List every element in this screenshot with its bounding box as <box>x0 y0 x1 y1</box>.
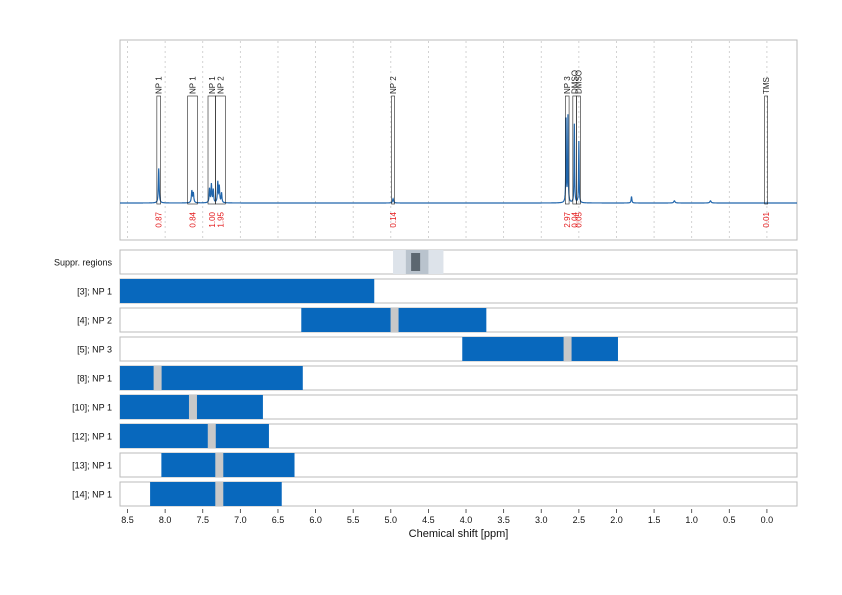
spectrum-panel: NP 1 0.87 NP 1 0.84 NP 1 1.00 NP 2 1.95 NP 2 0.14… <box>119 39 798 241</box>
track-4-gap-0 <box>153 366 162 390</box>
integral-label-8: 0.01 <box>762 211 771 227</box>
suppr-band-inner-2 <box>411 253 421 271</box>
peak-box-np2-3 <box>215 95 226 205</box>
x-tick-label-12: 2.5 <box>573 515 586 525</box>
track-7-gap-0 <box>215 453 224 477</box>
peak-box-dmso-7 <box>576 95 581 205</box>
suppr-track-label: Suppr. regions <box>54 258 113 268</box>
x-tick-label-4: 6.5 <box>272 515 285 525</box>
track-2-label: [4]; NP 2 <box>77 316 112 326</box>
track-8-label: [14]; NP 1 <box>72 490 112 500</box>
integral-label-2: 1.00 <box>208 211 217 227</box>
track-7-region-bar <box>161 453 295 477</box>
x-tick-label-2: 7.5 <box>196 515 209 525</box>
x-tick-label-14: 1.5 <box>648 515 661 525</box>
track-1-label: [3]; NP 1 <box>77 287 112 297</box>
peak-label-3: NP 2 <box>216 76 225 94</box>
track-8-gap-0 <box>215 482 224 506</box>
peak-box-tms-8 <box>764 95 768 205</box>
peak-box-np2-4 <box>391 95 395 205</box>
spectrum-line <box>120 114 797 204</box>
track-3-label: [5]; NP 3 <box>77 345 112 355</box>
integral-label-0: 0.87 <box>155 211 164 227</box>
track-3-region-bar <box>462 337 618 361</box>
peak-label-8: TMS <box>762 77 771 94</box>
x-tick-label-7: 5.0 <box>385 515 398 525</box>
peak-box-np1-1 <box>187 95 198 205</box>
x-tick-label-16: 0.5 <box>723 515 736 525</box>
track-3-gap-0 <box>563 337 572 361</box>
track-6-label: [12]; NP 1 <box>72 432 112 442</box>
track-5-label: [10]; NP 1 <box>72 403 112 413</box>
x-tick-label-10: 3.5 <box>497 515 510 525</box>
integral-label-1: 0.84 <box>189 211 198 227</box>
suppr-track-frame <box>119 249 798 275</box>
peak-label-5: NP 3 <box>563 76 572 94</box>
track-7-label: [13]; NP 1 <box>72 461 112 471</box>
track-6-gap-0 <box>207 424 216 448</box>
peak-label-4: NP 2 <box>389 76 398 94</box>
x-tick-label-3: 7.0 <box>234 515 247 525</box>
x-axis-label: Chemical shift [ppm] <box>409 528 509 540</box>
x-tick-label-1: 8.0 <box>159 515 172 525</box>
region-tracks: Suppr. regions [3]; NP 1 [4]; NP 2 [5]; NP … <box>54 249 798 507</box>
x-tick-label-5: 6.0 <box>309 515 322 525</box>
x-tick-label-13: 2.0 <box>610 515 623 525</box>
track-1-region-bar <box>120 279 375 303</box>
x-tick-label-17: 0.0 <box>761 515 774 525</box>
integral-label-6: 0.04 <box>571 211 580 227</box>
integral-label-7: 0.05 <box>574 211 583 227</box>
spectrum-frame <box>119 39 798 241</box>
peak-box-np3-5 <box>565 95 570 205</box>
integral-label-3: 1.95 <box>216 211 225 227</box>
track-6-region-bar <box>120 424 269 448</box>
x-tick-label-15: 1.0 <box>685 515 698 525</box>
peak-box-np1-0 <box>156 95 161 205</box>
peak-label-6: DMSO <box>571 70 580 94</box>
integral-label-5: 2.97 <box>563 211 572 227</box>
track-5-gap-0 <box>188 395 197 419</box>
peak-label-2: NP 1 <box>208 76 217 94</box>
integral-label-4: 0.14 <box>389 211 398 227</box>
track-4-label: [8]; NP 1 <box>77 374 112 384</box>
track-3-frame <box>119 336 798 362</box>
track-4-region-bar <box>120 366 303 390</box>
peak-label-0: NP 1 <box>155 76 164 94</box>
peak-label-7: DMSO <box>574 70 583 94</box>
x-axis: 8.5 8.0 7.5 7.0 6.5 6.0 5.5 5.0 4.5 4.0 3.5 3.0 2.5 2… <box>121 509 773 540</box>
track-2-gap-0 <box>390 308 399 332</box>
x-tick-label-8: 4.5 <box>422 515 435 525</box>
x-tick-label-11: 3.0 <box>535 515 548 525</box>
peak-label-1: NP 1 <box>189 76 198 94</box>
x-tick-label-9: 4.0 <box>460 515 473 525</box>
x-tick-label-6: 5.5 <box>347 515 360 525</box>
x-tick-label-0: 8.5 <box>121 515 134 525</box>
